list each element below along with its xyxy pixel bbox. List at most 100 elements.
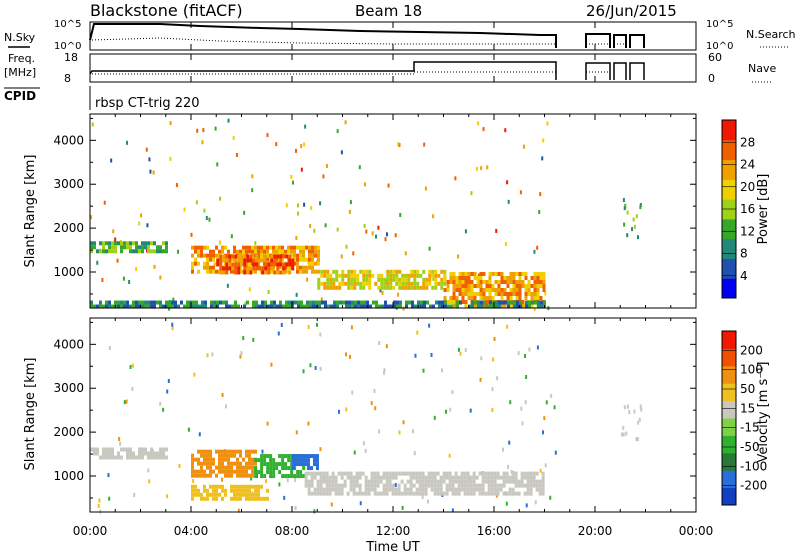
scatter-mark bbox=[297, 211, 300, 216]
scatter-mark bbox=[175, 183, 178, 188]
scatter-mark bbox=[387, 183, 390, 188]
late-echo-mark bbox=[633, 409, 636, 414]
scatter-mark bbox=[504, 128, 507, 133]
cpid-row: CPID rbsp CT-trig 220 bbox=[4, 86, 200, 111]
scatter-mark bbox=[486, 165, 489, 170]
scatter-mark bbox=[411, 429, 414, 434]
scatter-mark bbox=[202, 128, 205, 133]
scatter-mark bbox=[294, 477, 297, 482]
late-echo-mark bbox=[635, 437, 638, 442]
scatter-mark bbox=[319, 332, 322, 337]
scatter-mark bbox=[457, 347, 460, 352]
scatter-mark bbox=[307, 421, 310, 426]
scatter-mark bbox=[294, 506, 297, 511]
scatter-mark bbox=[296, 203, 299, 208]
nave-tick-low: 0 bbox=[708, 72, 715, 85]
colorbar-tick-label: 200 bbox=[740, 343, 763, 357]
y-tick-label: 4000 bbox=[53, 337, 84, 351]
scatter-mark bbox=[265, 479, 268, 484]
power-panel: 1000 2000 3000 4000 Slant Range [km] 4 8 12 16… bbox=[23, 113, 771, 311]
scatter-mark bbox=[129, 365, 132, 370]
scatter-mark bbox=[303, 202, 306, 207]
scatter-mark bbox=[519, 190, 522, 195]
scatter-mark bbox=[295, 430, 298, 435]
scatter-mark bbox=[384, 237, 387, 242]
scatter-mark bbox=[432, 276, 435, 281]
scatter-mark bbox=[492, 357, 495, 362]
scatter-mark bbox=[193, 372, 196, 377]
colorbar-segment bbox=[722, 258, 736, 279]
late-echo-mark bbox=[620, 432, 623, 437]
scatter-mark bbox=[491, 407, 494, 412]
scatter-mark bbox=[240, 351, 243, 356]
scatter-mark bbox=[345, 407, 348, 412]
velocity-colorbar-label: Velocity [m s⁻¹] bbox=[756, 362, 771, 463]
late-echo-mark bbox=[639, 404, 642, 409]
colorbar-tick-label: 100 bbox=[740, 363, 763, 377]
scatter-mark bbox=[344, 120, 347, 125]
scatter-mark bbox=[313, 509, 316, 514]
colorbar-segment bbox=[722, 218, 736, 240]
scatter-mark bbox=[470, 191, 473, 196]
scatter-mark bbox=[227, 118, 230, 123]
scatter-mark bbox=[397, 142, 400, 147]
late-echo-mark bbox=[632, 217, 635, 222]
scatter-mark bbox=[183, 207, 186, 212]
scatter-mark bbox=[521, 421, 524, 426]
scatter-mark bbox=[475, 166, 478, 171]
scatter-mark bbox=[195, 200, 198, 205]
scatter-mark bbox=[550, 393, 553, 398]
scatter-mark bbox=[300, 167, 303, 172]
scatter-mark bbox=[277, 331, 280, 336]
scatter-mark bbox=[507, 464, 510, 469]
scatter-mark bbox=[221, 477, 224, 482]
velocity-data-layer bbox=[90, 322, 643, 514]
scatter-mark bbox=[385, 232, 388, 237]
scatter-mark bbox=[98, 498, 101, 503]
scatter-mark bbox=[539, 192, 542, 197]
scatter-mark bbox=[449, 407, 452, 412]
scatter-mark bbox=[539, 468, 542, 473]
scatter-mark bbox=[507, 199, 510, 204]
scatter-mark bbox=[319, 366, 322, 371]
colorbar-segment bbox=[722, 331, 736, 349]
scatter-mark bbox=[304, 124, 307, 129]
scatter-mark bbox=[286, 478, 289, 483]
scatter-mark bbox=[140, 213, 143, 218]
beam-label: Beam 18 bbox=[355, 2, 422, 20]
nave-label: Nave bbox=[748, 62, 776, 75]
late-echo-mark bbox=[631, 227, 634, 232]
colorbar-tick-label: 16 bbox=[740, 202, 755, 216]
scatter-mark bbox=[147, 468, 150, 473]
scatter-mark bbox=[553, 405, 556, 410]
late-echo-mark bbox=[639, 203, 642, 208]
scatter-mark bbox=[351, 390, 354, 395]
scatter-mark bbox=[285, 203, 288, 208]
scatter-mark bbox=[270, 362, 273, 367]
scatter-mark bbox=[309, 363, 312, 368]
scatter-mark bbox=[542, 430, 545, 435]
x-tick-label: 08:00 bbox=[275, 524, 310, 538]
scatter-mark bbox=[464, 348, 467, 353]
scatter-mark bbox=[148, 479, 151, 484]
scatter-mark bbox=[427, 499, 430, 504]
scatter-mark bbox=[377, 429, 380, 434]
scatter-mark bbox=[316, 322, 319, 327]
scatter-mark bbox=[501, 447, 504, 452]
late-echo-mark bbox=[636, 235, 639, 240]
nsearch-tick-low: 10^0 bbox=[706, 41, 733, 52]
scatter-mark bbox=[414, 353, 417, 358]
scatter-mark bbox=[226, 283, 229, 288]
colorbar-tick-label: 8 bbox=[740, 247, 748, 261]
scatter-mark bbox=[159, 275, 162, 280]
echo-region bbox=[191, 449, 257, 478]
scatter-mark bbox=[261, 449, 264, 454]
scatter-mark bbox=[126, 140, 129, 145]
colorbar-tick-label: 28 bbox=[740, 135, 755, 149]
velocity-colorbar: 200 100 50 15 -15 -50 -100 -200 bbox=[721, 330, 767, 506]
colorbar-segment bbox=[722, 487, 736, 506]
colorbar-tick-label: -50 bbox=[740, 440, 760, 454]
x-tick-label: 16:00 bbox=[477, 524, 512, 538]
late-echo-mark bbox=[626, 210, 629, 215]
scatter-mark bbox=[214, 126, 217, 131]
